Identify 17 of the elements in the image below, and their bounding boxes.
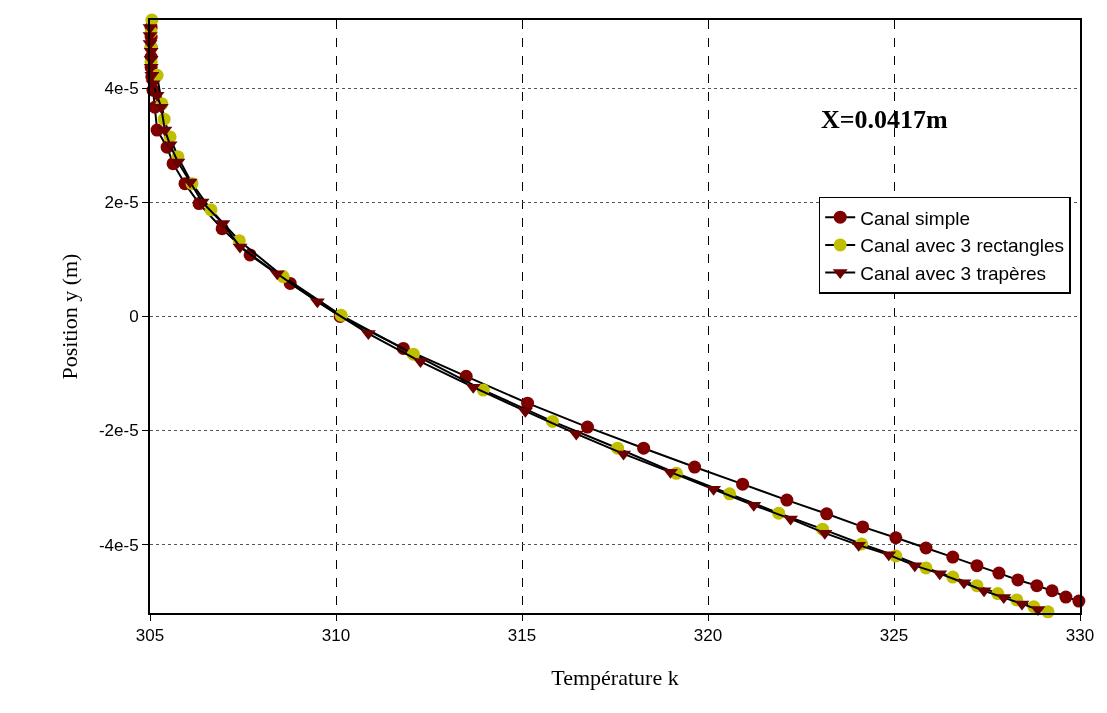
y-tick-label: 2e-5 (104, 193, 139, 213)
legend-label: Canal simple (860, 207, 971, 229)
x-tick-label: 330 (1065, 626, 1095, 646)
x-tick-label: 320 (693, 626, 723, 646)
y-tick-label: -2e-5 (98, 421, 139, 441)
legend-label: Canal avec 3 rectangles (860, 235, 1065, 257)
annotation: X=0.0417m (821, 105, 949, 134)
y-tick-label: 0 (129, 307, 139, 327)
x-tick-label: 325 (879, 626, 909, 646)
y-tick-label: 4e-5 (104, 79, 139, 99)
x-tick-label: 310 (321, 626, 351, 646)
x-tick-label: 315 (507, 626, 537, 646)
x-axis-title: Température k (551, 664, 679, 690)
legend-label: Canal avec 3 trapères (860, 263, 1047, 284)
y-axis-title: Position y (m) (57, 253, 83, 380)
x-tick-label: 305 (135, 626, 165, 646)
y-tick-label: -4e-5 (98, 535, 139, 555)
